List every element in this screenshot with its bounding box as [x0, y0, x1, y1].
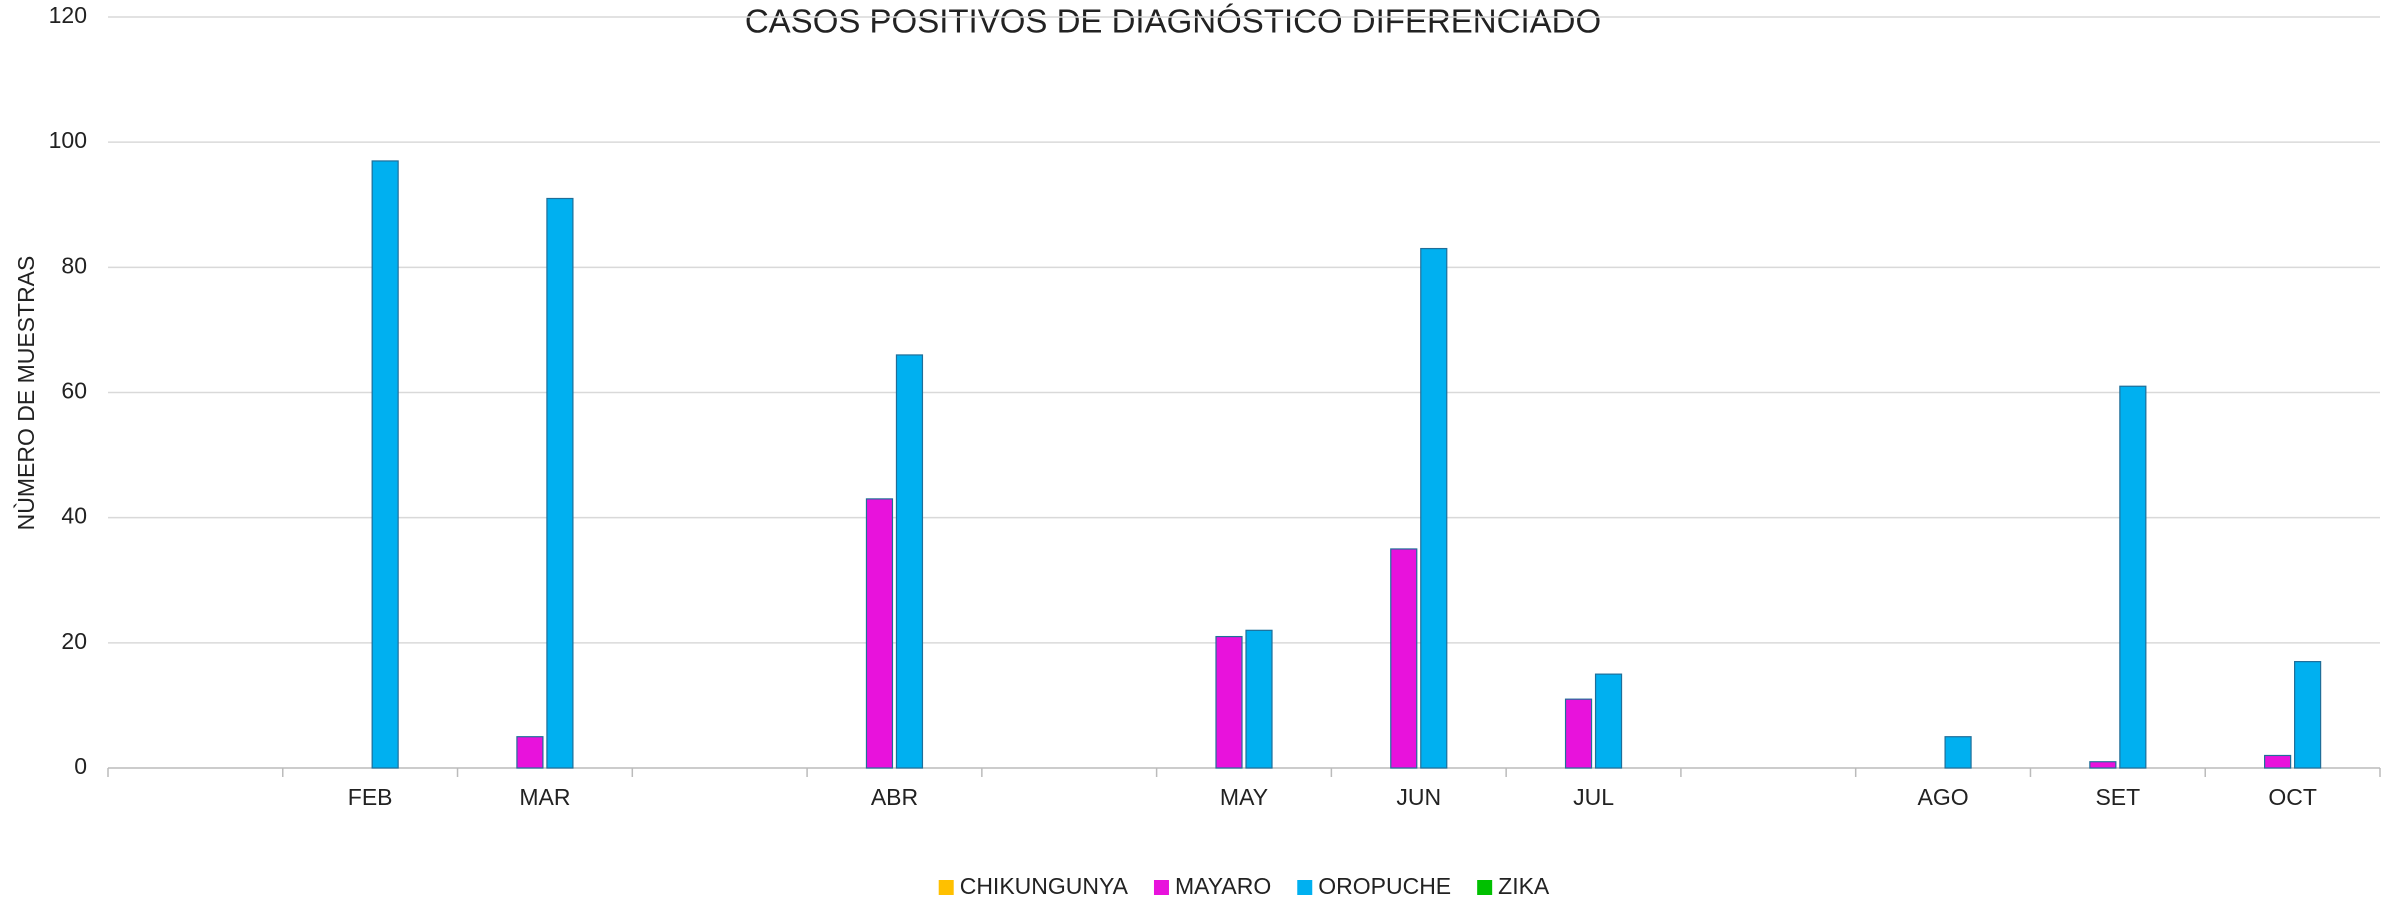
bar — [1215, 635, 1243, 769]
bar — [2294, 661, 2322, 769]
legend-label: OROPUCHE — [1318, 873, 1451, 899]
legend-swatch — [1153, 880, 1169, 895]
legend-label: MAYARO — [1175, 873, 1271, 899]
y-tick-label: 80 — [61, 252, 87, 278]
bar — [1245, 629, 1273, 769]
bar — [865, 498, 894, 769]
legend-swatch — [938, 880, 954, 895]
x-tick-label: FEB — [348, 784, 393, 810]
y-tick-label: 60 — [61, 378, 87, 404]
y-tick-label: 20 — [61, 628, 87, 654]
bar — [2089, 761, 2117, 769]
bar — [546, 197, 574, 769]
x-tick-label: JUN — [1396, 784, 1441, 810]
x-tick-label: MAR — [519, 784, 570, 810]
x-tick-label: SET — [2095, 784, 2140, 810]
legend-label: ZIKA — [1498, 873, 1550, 899]
x-tick-label: AGO — [1918, 784, 1969, 810]
y-tick-label: 40 — [61, 503, 87, 529]
x-tick-label: MAY — [1220, 784, 1268, 810]
bar — [1420, 247, 1448, 769]
bar — [371, 160, 399, 769]
bar — [2264, 754, 2292, 769]
bar — [2119, 385, 2147, 769]
legend-swatch — [1477, 880, 1493, 895]
chart-title: CASOS POSITIVOS DE DIAGNÓSTICO DIFERENCI… — [745, 3, 1601, 40]
bar — [1594, 673, 1623, 769]
bar — [1390, 548, 1418, 769]
y-tick-label: 120 — [49, 2, 87, 28]
x-tick-label: ABR — [871, 784, 918, 810]
legend-swatch — [1297, 880, 1313, 895]
bar — [516, 736, 544, 769]
x-tick-label: OCT — [2268, 784, 2317, 810]
bar — [1944, 736, 1972, 769]
y-axis-title: NÙMERO DE MUESTRAS — [13, 256, 39, 531]
y-tick-label: 100 — [49, 127, 87, 153]
x-tick-label: JUL — [1573, 784, 1614, 810]
bar — [895, 354, 924, 769]
legend-label: CHIKUNGUNYA — [960, 873, 1129, 899]
y-tick-label: 0 — [74, 753, 87, 779]
bar — [1564, 698, 1593, 769]
